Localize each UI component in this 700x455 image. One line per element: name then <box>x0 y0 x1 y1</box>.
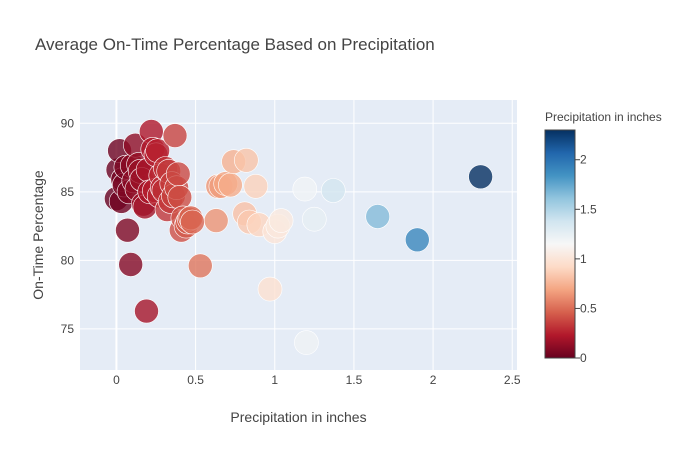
data-point <box>165 161 191 187</box>
data-point <box>188 253 213 279</box>
data-point <box>118 252 143 277</box>
x-tick-label: 1.5 <box>346 373 363 387</box>
data-point <box>162 123 188 148</box>
colorbar-tick-label: 1.5 <box>580 202 597 216</box>
data-point <box>468 164 493 190</box>
data-point <box>257 276 283 302</box>
y-tick-label: 90 <box>61 116 75 130</box>
colorbar-tick-label: 2 <box>580 153 587 167</box>
data-point <box>134 298 159 324</box>
data-point <box>268 208 294 233</box>
y-tick-labels: 75 80 85 90 <box>61 116 75 336</box>
data-point <box>292 176 318 202</box>
x-tick-label: 1 <box>271 373 278 387</box>
y-tick-label: 75 <box>61 322 75 336</box>
x-axis-label: Precipitation in inches <box>230 409 366 425</box>
data-point <box>294 330 319 355</box>
y-axis-label: On-Time Percentage <box>30 170 46 300</box>
colorbar-title: Precipitation in inches <box>545 110 662 124</box>
colorbar-tick-label: 1 <box>580 252 587 266</box>
x-tick-label: 2.5 <box>504 373 521 387</box>
data-point <box>234 148 259 173</box>
chart-title: Average On-Time Percentage Based on Prec… <box>35 35 435 54</box>
data-points <box>104 119 493 355</box>
colorbar <box>544 129 576 359</box>
x-tick-label: 2 <box>430 373 437 387</box>
data-point <box>115 217 140 243</box>
colorbar-tick-label: 0 <box>580 351 587 365</box>
colorbar-tick-labels: 0 0.5 1 1.5 2 <box>575 153 597 365</box>
data-point <box>320 178 346 203</box>
data-point <box>301 206 327 232</box>
x-tick-labels: 0 0.5 1 1.5 2 2.5 <box>113 373 521 387</box>
data-point <box>167 185 193 210</box>
data-point <box>404 227 430 253</box>
x-tick-label: 0 <box>113 373 120 387</box>
data-point <box>218 172 243 198</box>
colorbar-tick-label: 0.5 <box>580 301 597 315</box>
data-point <box>180 209 205 235</box>
data-point <box>365 204 391 229</box>
y-tick-label: 80 <box>61 253 75 267</box>
data-point <box>243 174 269 199</box>
y-tick-label: 85 <box>61 185 75 199</box>
data-point <box>203 208 229 233</box>
x-tick-label: 0.5 <box>187 373 204 387</box>
